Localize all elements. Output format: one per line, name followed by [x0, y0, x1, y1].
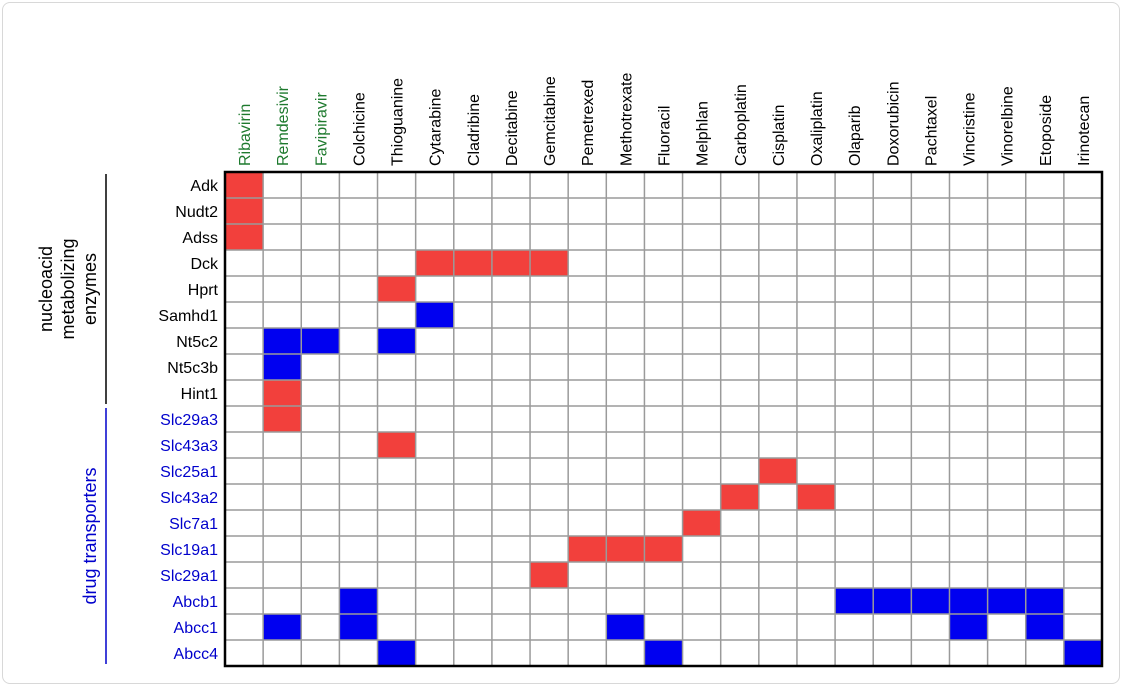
row-label: Slc25a1 [160, 464, 218, 481]
row-label: Abcc1 [174, 620, 219, 637]
cell-red [225, 198, 264, 224]
cell-red [263, 380, 302, 406]
grid-border [223, 170, 1104, 668]
group-label: drug transporters [80, 467, 100, 604]
column-label: Carboplatin [733, 84, 750, 166]
row-label: Slc43a2 [160, 490, 218, 507]
column-label: Vincristine [962, 92, 979, 166]
cell-blue [606, 614, 645, 640]
row-label: Nt5c2 [176, 334, 218, 351]
row-label: Hint1 [181, 386, 218, 403]
row-label: Abcc4 [174, 646, 219, 663]
cell-blue [339, 614, 378, 640]
column-label: Pachtaxel [923, 96, 940, 166]
column-label: Doxorubicin [885, 82, 902, 166]
column-label: Pemetrexed [580, 80, 597, 166]
cell-blue [644, 640, 683, 666]
column-label: Favipiravir [313, 92, 330, 166]
cell-red [377, 276, 416, 302]
row-label: Slc7a1 [169, 516, 218, 533]
row-label: Slc19a1 [160, 542, 218, 559]
row-label: Hprt [188, 282, 219, 299]
cell-red [453, 250, 492, 276]
cell-blue [1063, 640, 1102, 666]
cell-red [491, 250, 531, 276]
cell-blue [1025, 614, 1064, 640]
cell-red [568, 536, 607, 562]
cell-red [377, 432, 416, 458]
cell-blue [415, 302, 454, 328]
cell-blue [377, 640, 416, 666]
cell-blue [873, 588, 912, 614]
row-label: Samhd1 [158, 308, 218, 325]
column-label: Cytarabine [428, 89, 445, 166]
column-label: Oxaliplatin [809, 91, 826, 166]
cell-blue [1025, 588, 1064, 614]
cell-red [644, 536, 683, 562]
cell-blue [263, 328, 302, 354]
cell-red [225, 172, 264, 198]
cell-blue [911, 588, 950, 614]
column-label: Decitabine [504, 90, 521, 166]
cell-blue [263, 354, 302, 380]
cell-red [263, 406, 302, 432]
row-label: Slc29a1 [160, 568, 218, 585]
cell-red [225, 224, 264, 250]
cell-red [758, 458, 797, 484]
row-label: Nt5c3b [167, 360, 218, 377]
cell-blue [301, 328, 340, 354]
column-label: Fluoracil [657, 106, 674, 166]
column-label: Irinotecan [1076, 96, 1093, 166]
cell-blue [949, 614, 988, 640]
cell-blue [339, 588, 378, 614]
column-label: Cisplatin [771, 105, 788, 166]
column-label: Vinorelbine [1000, 86, 1017, 166]
cell-blue [835, 588, 874, 614]
group-label: enzymes [80, 253, 100, 325]
column-label: Melphlan [695, 101, 712, 166]
column-label: Methotrexate [618, 73, 635, 166]
row-label: Nudt2 [175, 204, 218, 221]
cell-blue [263, 614, 302, 640]
column-label: Ribavirin [237, 104, 254, 166]
column-label: Remdesivir [275, 85, 292, 166]
row-label: Slc43a3 [160, 438, 218, 455]
row-label: Adss [182, 230, 218, 247]
column-label: Olaparib [847, 105, 864, 166]
column-label: Gemcitabine [542, 76, 559, 166]
cell-red [796, 484, 836, 510]
cell-red [530, 250, 569, 276]
row-label: Adk [190, 178, 219, 195]
cell-blue [377, 328, 416, 354]
column-label: Cladribine [466, 94, 483, 166]
column-label: Thioguanine [390, 78, 407, 166]
cell-red [530, 562, 569, 588]
cell-blue [949, 588, 988, 614]
cell-red [682, 510, 721, 536]
group-label: nucleoacid [36, 246, 56, 332]
row-label: Abcb1 [173, 594, 218, 611]
row-label: Dck [190, 256, 219, 273]
column-label: Etoposide [1038, 95, 1055, 166]
row-label: Slc29a3 [160, 412, 218, 429]
cell-red [415, 250, 454, 276]
cell-red [606, 536, 645, 562]
column-label: Colchicine [351, 92, 368, 166]
cell-red [720, 484, 759, 510]
group-label: metabolizing [58, 238, 78, 339]
cell-blue [987, 588, 1026, 614]
